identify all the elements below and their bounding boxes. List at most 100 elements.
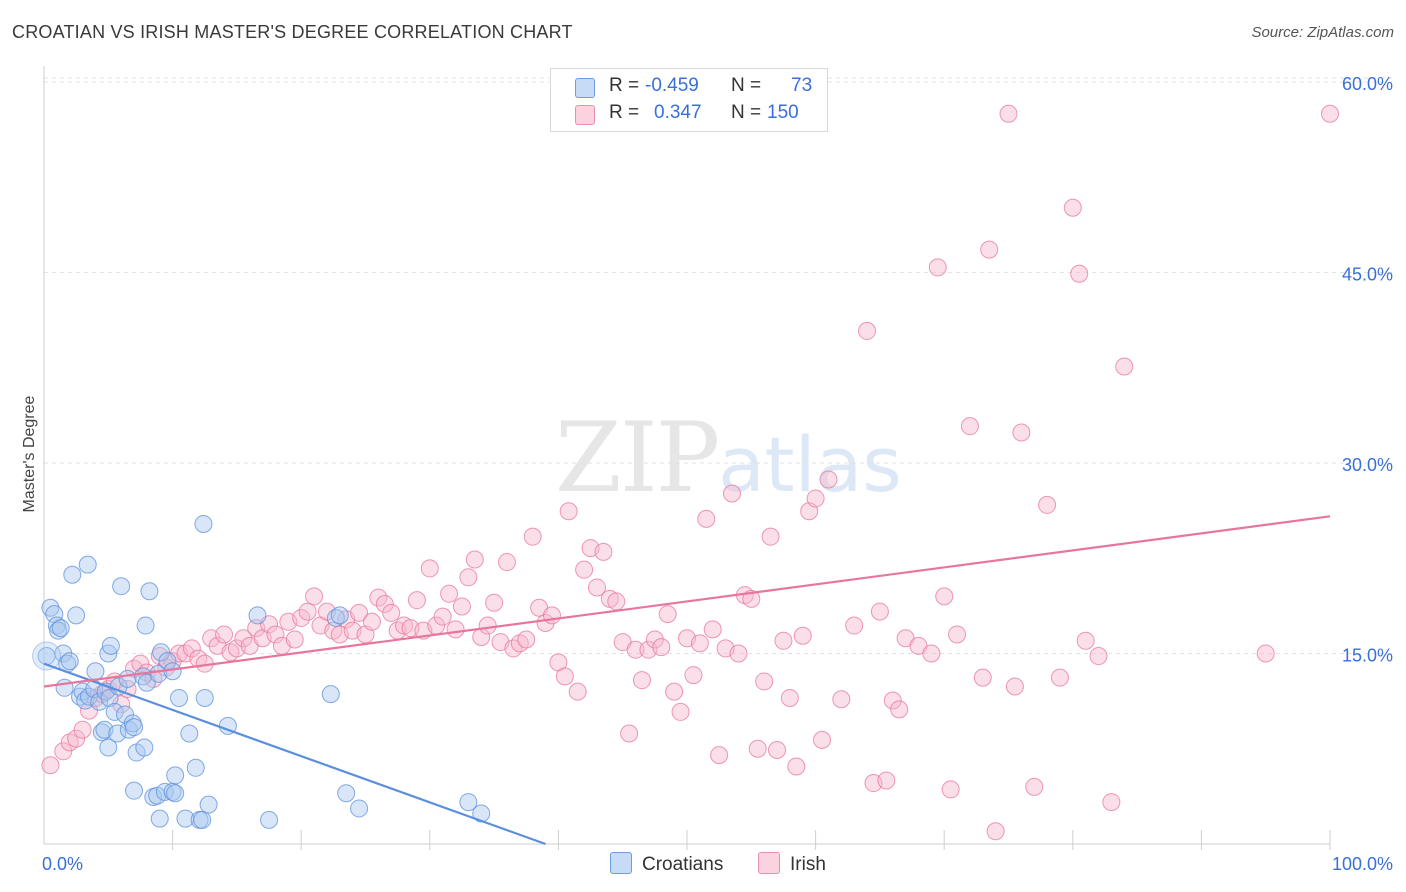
bottom-legend-swatch-irish	[758, 852, 780, 874]
irish-point	[973, 668, 992, 687]
irish-point	[883, 691, 902, 710]
irish-point	[285, 630, 304, 649]
irish-point	[1025, 777, 1044, 796]
croatian-point	[337, 784, 356, 803]
croatian-point	[193, 810, 212, 829]
croatian-point	[101, 636, 120, 655]
irish-point	[485, 593, 504, 612]
irish-point	[1102, 793, 1121, 812]
irish-point	[1115, 357, 1134, 376]
watermark: ZIPatlas	[555, 402, 902, 514]
bottom-legend-croatians: Croatians	[610, 852, 723, 876]
y-tick-label: 15.0%	[1342, 646, 1393, 666]
legend-r-value: 0.347	[654, 102, 702, 123]
legend-r-label: R =	[609, 102, 640, 123]
irish-point	[382, 603, 401, 622]
irish-point	[350, 603, 369, 622]
x-tick-label: 100.0%	[1332, 854, 1393, 874]
irish-point	[407, 591, 426, 610]
croatian-point	[195, 688, 214, 707]
croatian-point	[321, 685, 340, 704]
irish-point	[690, 634, 709, 653]
irish-point	[645, 630, 664, 649]
irish-point	[452, 597, 471, 616]
croatian-point	[166, 784, 185, 803]
irish-point	[1070, 264, 1089, 283]
irish-point	[986, 822, 1005, 841]
watermark-zip: ZIP	[555, 402, 720, 514]
y-tick-label: 45.0%	[1342, 265, 1393, 285]
croatian-point	[149, 664, 168, 683]
irish-point	[948, 625, 967, 644]
irish-point	[523, 527, 542, 546]
irish-point	[478, 616, 497, 635]
irish-point	[1012, 423, 1031, 442]
watermark-atlas: atlas	[718, 420, 902, 509]
irish-point	[870, 602, 889, 621]
irish-point	[890, 700, 909, 719]
irish-point	[1321, 104, 1339, 123]
irish-point	[723, 484, 742, 503]
legend-n-label: N =	[731, 75, 762, 96]
tick-labels: 15.0% 30.0% 45.0% 60.0% 0.0% 100.0%	[42, 74, 1393, 874]
irish-point	[67, 729, 86, 748]
croatian-point	[136, 616, 155, 635]
irish-points	[41, 104, 1339, 841]
croatian-point	[55, 678, 74, 697]
irish-point	[658, 605, 677, 624]
irish-point	[999, 104, 1018, 123]
irish-point	[182, 639, 201, 658]
irish-point	[941, 780, 960, 799]
irish-point	[497, 553, 516, 572]
croatian-point	[90, 692, 109, 711]
irish-point	[832, 690, 851, 709]
irish-point	[575, 560, 594, 579]
irish-point	[626, 640, 645, 659]
irish-point	[298, 602, 317, 621]
croatian-point	[140, 582, 159, 601]
irish-point	[440, 584, 459, 603]
bottom-legend-swatch-croatians	[610, 852, 632, 874]
irish-point	[594, 542, 613, 561]
correlation-legend: R = -0.459 N = 73 R = 0.347 N = 150	[550, 68, 828, 132]
gridlines	[44, 77, 1392, 654]
croatian-point	[260, 810, 279, 829]
bottom-legend-label-irish: Irish	[790, 854, 826, 875]
croatian-point	[459, 793, 478, 812]
irish-point	[787, 757, 806, 776]
irish-point	[742, 589, 761, 608]
irish-point	[542, 606, 561, 625]
axes	[43, 66, 1331, 850]
croatian-point	[135, 738, 154, 757]
legend-r-value: -0.459	[645, 75, 699, 96]
croatian-point	[186, 758, 205, 777]
irish-point	[1063, 198, 1082, 217]
irish-point	[858, 321, 877, 340]
irish-point	[671, 702, 690, 721]
irish-point	[587, 578, 606, 597]
irish-point	[517, 630, 536, 649]
chart-title: CROATIAN VS IRISH MASTER'S DEGREE CORREL…	[12, 22, 573, 42]
irish-point	[1256, 644, 1275, 663]
bottom-legend-irish: Irish	[758, 852, 826, 876]
legend-r-label: R =	[609, 75, 640, 96]
irish-point	[928, 258, 947, 277]
irish-point	[877, 771, 896, 790]
irish-point	[420, 559, 439, 578]
irish-point	[1005, 677, 1024, 696]
irish-point	[1089, 647, 1108, 666]
legend-swatch-irish	[575, 105, 595, 125]
irish-point	[632, 671, 651, 690]
irish-point	[446, 620, 465, 639]
irish-point	[266, 625, 285, 644]
legend-swatch-croatians	[575, 78, 595, 98]
croatian-point	[67, 606, 86, 625]
irish-point	[652, 638, 671, 657]
croatian-point	[170, 688, 189, 707]
y-tick-label: 60.0%	[1342, 74, 1393, 94]
irish-point	[559, 502, 578, 521]
irish-point	[433, 607, 452, 626]
croatian-point	[92, 723, 111, 742]
irish-point	[292, 608, 311, 627]
